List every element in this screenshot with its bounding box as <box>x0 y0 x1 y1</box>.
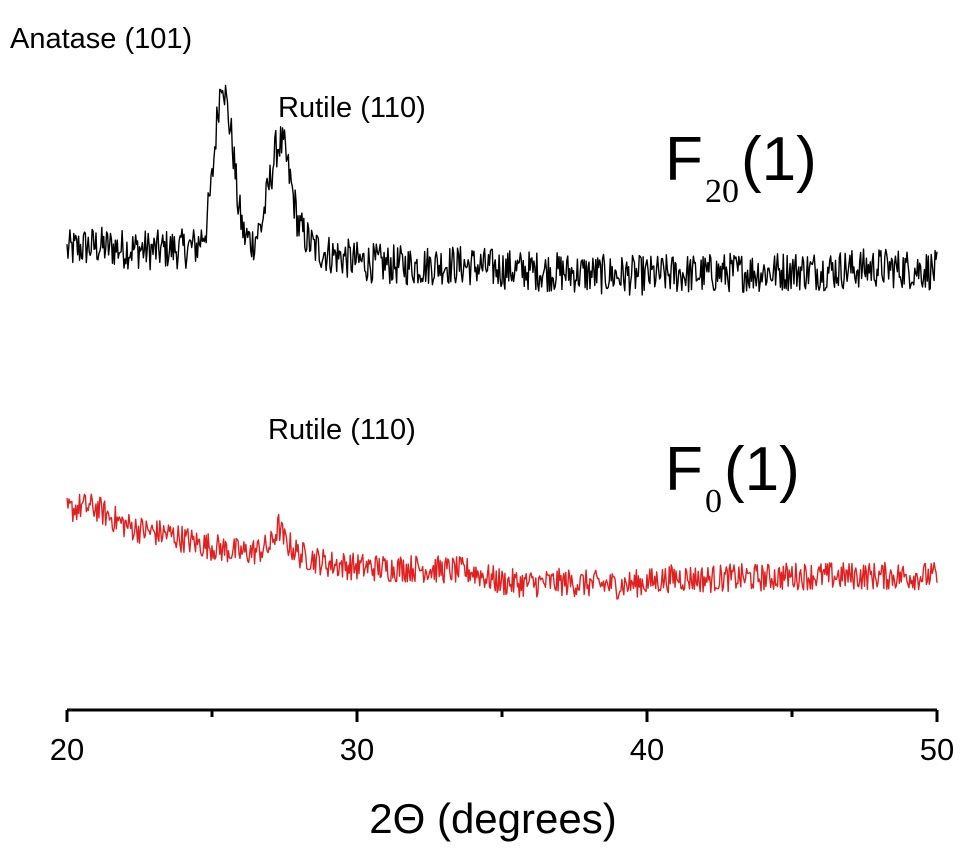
series-label-suffix: (1) <box>724 435 800 504</box>
series-label-subscript: 20 <box>705 173 739 210</box>
series-line-f0 <box>66 493 938 600</box>
series-line-f20 <box>66 84 938 296</box>
x-axis-label: 2Θ (degrees) <box>369 795 616 842</box>
x-tick-label: 50 <box>920 732 954 767</box>
x-axis: 20 30 40 50 <box>50 708 954 767</box>
series-label-layer: F 20 (1)F 0 (1) <box>665 125 817 520</box>
x-tick-label: 30 <box>340 732 374 767</box>
peak-annotation: Anatase (101) <box>10 23 192 55</box>
x-tick-label: 40 <box>630 732 664 767</box>
series-label-f0: F 0 (1) <box>665 435 800 520</box>
series-label-main: F <box>665 435 703 504</box>
series-label-main: F <box>665 125 703 194</box>
x-tick-label: 20 <box>50 732 84 767</box>
peak-annotation: Rutile (110) <box>268 414 416 446</box>
annotation-layer: Anatase (101) Rutile (110) Rutile (110) <box>10 23 426 446</box>
series-label-f20: F 20 (1) <box>665 125 817 210</box>
series-label-subscript: 0 <box>705 483 722 520</box>
series-layer <box>66 84 938 600</box>
peak-annotation: Rutile (110) <box>278 92 426 124</box>
series-label-suffix: (1) <box>741 125 817 194</box>
